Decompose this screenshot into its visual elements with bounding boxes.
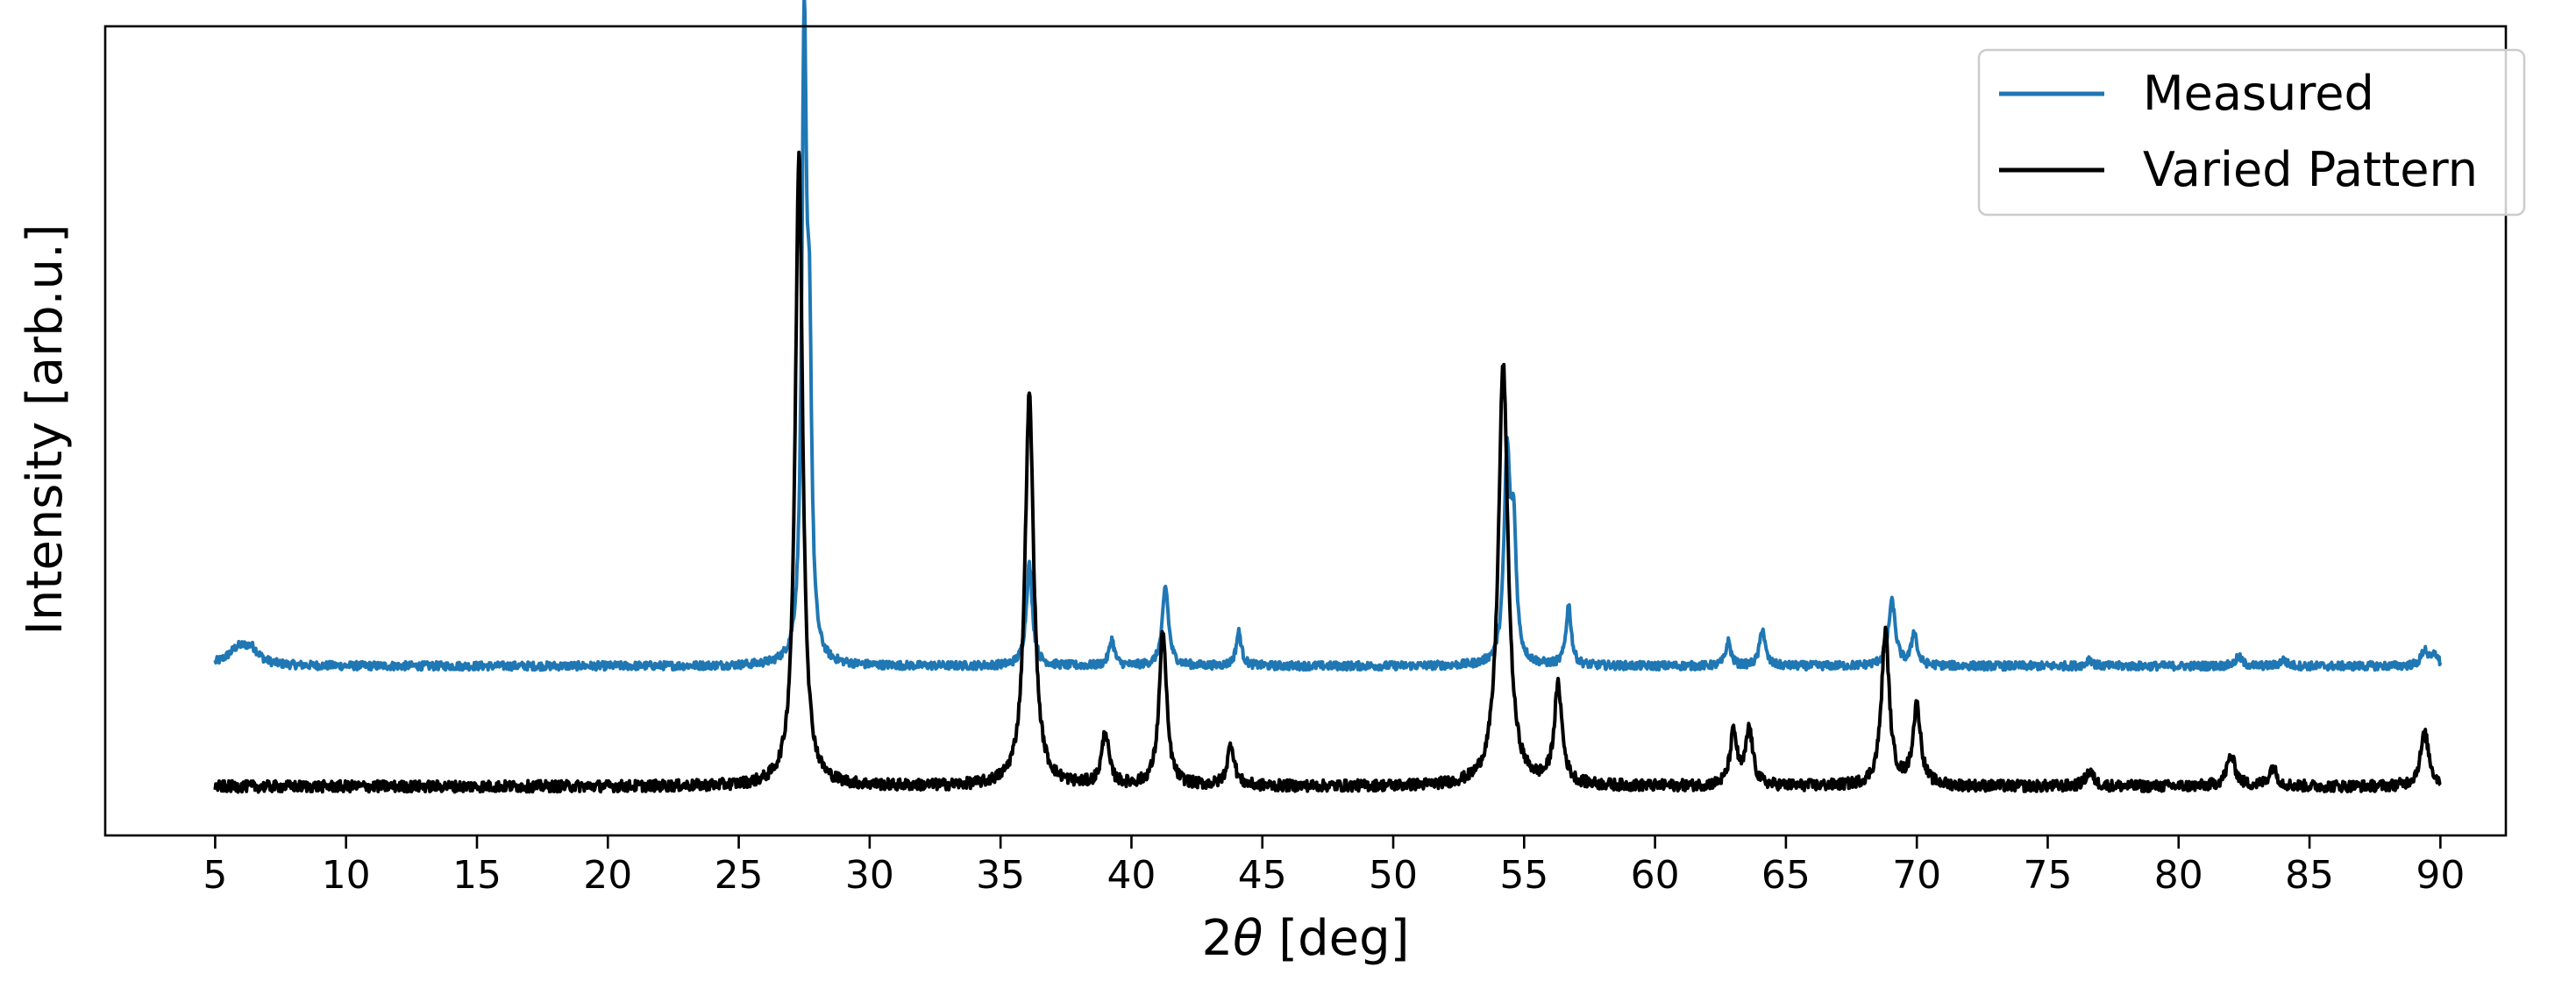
x-axis-label-suffix: [deg]: [1263, 910, 1409, 967]
x-tick-label: 35: [976, 853, 1025, 898]
x-tick-label: 20: [583, 853, 632, 898]
x-tick-label: 75: [2023, 853, 2072, 898]
x-tick-label: 70: [1892, 853, 1941, 898]
x-tick-label: 60: [1631, 853, 1680, 898]
x-tick-label: 5: [203, 853, 227, 898]
x-axis-ticks: 5 10 15 20 25 30 35 40 45 50 55 60 65 70 75 80 85 90: [203, 835, 2465, 898]
x-tick-label: 45: [1238, 853, 1287, 898]
x-tick-label: 30: [845, 853, 894, 898]
x-tick-label: 10: [322, 853, 371, 898]
x-tick-label: 55: [1499, 853, 1548, 898]
x-axis-label-symbol: θ: [1233, 910, 1263, 967]
x-tick-label: 90: [2416, 853, 2465, 898]
x-axis-label-prefix: 2: [1202, 910, 1234, 967]
legend-box: [1977, 48, 2526, 217]
x-tick-label: 50: [1369, 853, 1418, 898]
series-line-varied-pattern: [213, 150, 2442, 794]
x-tick-label: 15: [452, 853, 502, 898]
y-axis-label: Intensity [arb.u.]: [17, 224, 74, 635]
legend-label-measured: Measured: [2143, 66, 2374, 121]
legend-label-varied-pattern: Varied Pattern: [2143, 142, 2478, 197]
x-tick-label: 65: [1761, 853, 1811, 898]
series-line-measured: [213, 0, 2443, 672]
legend: Measured Varied Pattern: [1977, 48, 2526, 217]
x-tick-label: 40: [1107, 853, 1156, 898]
plot-frame: [103, 25, 2508, 837]
x-tick-label: 85: [2285, 853, 2334, 898]
x-tick-label: 80: [2154, 853, 2203, 898]
x-tick-label: 25: [715, 853, 764, 898]
x-axis-label: 2θ [deg]: [1202, 910, 1410, 967]
series-layer: [213, 0, 2443, 794]
